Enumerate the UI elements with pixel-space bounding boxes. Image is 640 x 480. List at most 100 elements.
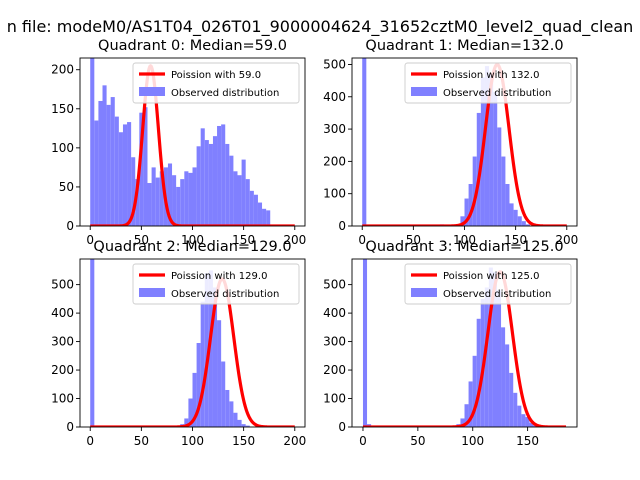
subplot-quadrant-3: Quadrant 3: Median=125.0 0 50 100 150 0 100 200… bbox=[323, 239, 578, 448]
y-tick-label: 300 bbox=[323, 122, 346, 136]
histogram-bar bbox=[184, 171, 189, 226]
histogram-bar bbox=[460, 418, 465, 427]
y-tick-label: 200 bbox=[323, 154, 346, 168]
histogram-bar bbox=[505, 344, 510, 427]
observed-histogram bbox=[90, 58, 271, 226]
histogram-bar bbox=[501, 327, 506, 427]
histogram-bar bbox=[476, 318, 481, 427]
legend-poisson-label: Poission with 125.0 bbox=[443, 271, 539, 282]
x-tick-label: 0 bbox=[358, 233, 366, 247]
histogram-bar bbox=[188, 172, 193, 226]
x-tick-label: 50 bbox=[406, 233, 421, 247]
histogram-bar bbox=[192, 372, 197, 427]
legend-box bbox=[132, 263, 300, 305]
histogram-bar bbox=[102, 85, 107, 226]
histogram-bar bbox=[517, 405, 522, 427]
x-tick-label: 50 bbox=[134, 434, 149, 448]
x-tick-label: 0 bbox=[86, 434, 94, 448]
histogram-bar bbox=[122, 124, 128, 226]
histogram-bar bbox=[525, 417, 530, 427]
legend: Poission with 59.0 Observed distribution bbox=[132, 62, 300, 104]
histogram-bar bbox=[484, 66, 490, 226]
histogram-bar bbox=[241, 159, 246, 226]
y-tick-label: 0 bbox=[338, 420, 346, 434]
histogram-bar bbox=[147, 183, 152, 226]
histogram-bar bbox=[245, 179, 250, 226]
subplot-quadrant-0: Quadrant 0: Median=59.0 0 50 100 150 200 0 50 10… bbox=[51, 38, 306, 247]
y-tick-label: 500 bbox=[51, 278, 74, 292]
x-tick-label: 0 bbox=[359, 434, 367, 448]
legend-poisson-label: Poission with 132.0 bbox=[443, 70, 539, 81]
y-tick-label: 100 bbox=[323, 392, 346, 406]
y-tick-label: 400 bbox=[323, 306, 346, 320]
histogram-bar bbox=[472, 156, 477, 226]
observed-histogram bbox=[90, 259, 250, 427]
x-tick-label: 200 bbox=[283, 434, 306, 448]
histogram-bar bbox=[200, 301, 205, 427]
histogram-bar bbox=[118, 132, 123, 226]
histogram-bar bbox=[192, 167, 197, 226]
histogram-bar bbox=[217, 125, 222, 226]
y-tick-label: 400 bbox=[323, 90, 346, 104]
x-tick-label: 150 bbox=[504, 233, 527, 247]
y-tick-label: 200 bbox=[323, 363, 346, 377]
histogram-bar bbox=[208, 143, 213, 226]
y-tick-label: 500 bbox=[323, 57, 346, 71]
legend-observed-swatch bbox=[411, 87, 437, 96]
legend: Poission with 132.0 Observed distribution bbox=[404, 62, 572, 104]
histogram-bar bbox=[509, 372, 514, 427]
y-tick-label: 200 bbox=[51, 63, 74, 77]
histogram-bar bbox=[212, 136, 218, 226]
y-tick-label: 100 bbox=[51, 141, 74, 155]
x-tick-label: 200 bbox=[555, 233, 578, 247]
histogram-bar bbox=[143, 107, 148, 226]
x-tick-label: 200 bbox=[283, 233, 306, 247]
histogram-bar bbox=[151, 167, 156, 226]
histogram-bar bbox=[200, 128, 205, 226]
histogram-bar bbox=[204, 273, 209, 427]
histogram-bar bbox=[98, 100, 103, 226]
histogram-bar bbox=[184, 418, 189, 427]
histogram-bar bbox=[229, 155, 234, 226]
x-tick-label: 100 bbox=[181, 434, 204, 448]
histogram-bar bbox=[517, 216, 522, 226]
legend: Poission with 129.0 Observed distribution bbox=[132, 263, 300, 305]
histogram-bar bbox=[362, 58, 367, 226]
histogram-bar bbox=[127, 122, 132, 226]
histogram-bar bbox=[362, 259, 368, 427]
histogram-bar bbox=[525, 224, 530, 226]
histogram-bar bbox=[266, 210, 271, 226]
histogram-bar bbox=[217, 320, 222, 427]
histogram-bar bbox=[241, 424, 246, 427]
histogram-bar bbox=[464, 404, 469, 427]
histogram-bar bbox=[253, 194, 258, 226]
y-tick-label: 300 bbox=[51, 335, 74, 349]
poisson-curve bbox=[361, 270, 568, 427]
histogram-bar bbox=[513, 209, 518, 226]
histogram-bar bbox=[237, 175, 242, 226]
histogram-bar bbox=[492, 271, 497, 427]
histogram-bar bbox=[131, 157, 136, 226]
x-tick-label: 50 bbox=[410, 434, 425, 448]
subplot-quadrant-2: Quadrant 2: Median=129.0 0 50 100 150 200 0 100… bbox=[51, 239, 306, 448]
legend: Poission with 125.0 Observed distribution bbox=[404, 263, 572, 305]
axes-frame bbox=[351, 258, 578, 428]
histogram-bar bbox=[139, 112, 144, 226]
histogram-bar bbox=[484, 287, 489, 427]
histogram-bar bbox=[521, 221, 526, 226]
histogram-bar bbox=[172, 175, 177, 226]
y-tick-label: 50 bbox=[59, 180, 74, 194]
plot-area bbox=[361, 259, 568, 427]
histogram-bar bbox=[180, 179, 185, 226]
histogram-bar bbox=[90, 58, 95, 226]
x-tick-label: 100 bbox=[181, 233, 204, 247]
histogram-bar bbox=[245, 425, 250, 427]
plot-area bbox=[89, 259, 296, 427]
histogram-bar bbox=[229, 401, 234, 427]
legend-poisson-label: Poission with 129.0 bbox=[171, 271, 267, 282]
poisson-curve bbox=[361, 62, 568, 226]
x-tick-label: 100 bbox=[453, 233, 476, 247]
y-tick-label: 150 bbox=[51, 102, 74, 116]
histogram-bar bbox=[497, 127, 502, 226]
histogram-bar bbox=[237, 419, 242, 427]
